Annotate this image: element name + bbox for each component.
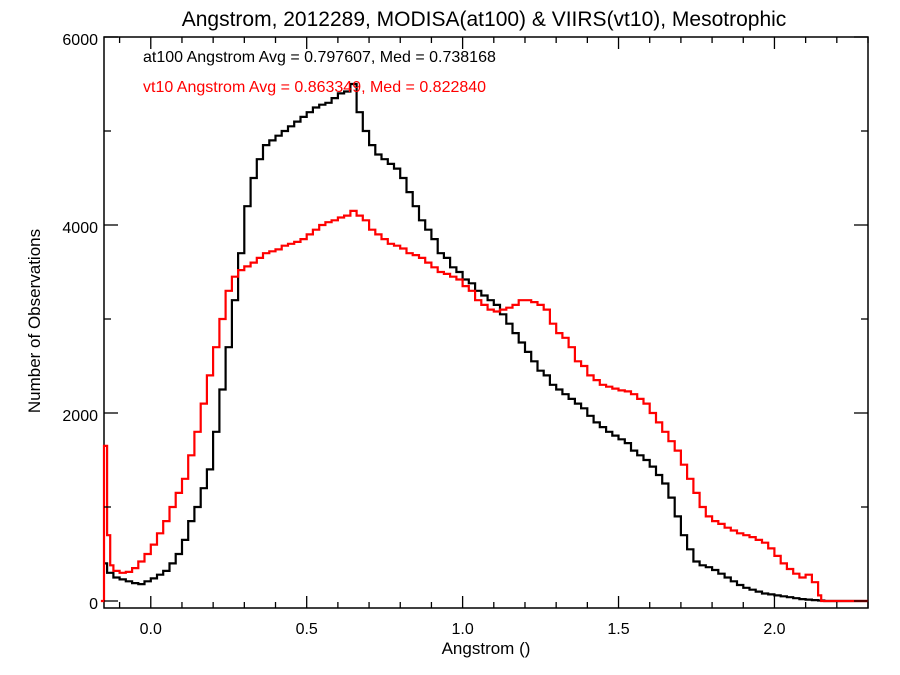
series-line-1 (100, 209, 868, 603)
x-tick-label: 0.0 (140, 621, 162, 638)
y-tick-label: 4000 (62, 220, 98, 237)
x-tick-label: 2.0 (763, 621, 785, 638)
series-line-0 (104, 82, 868, 603)
y-tick-label: 2000 (62, 408, 98, 425)
plot-frame (103, 36, 869, 609)
x-tick-label: 1.5 (607, 621, 629, 638)
axes-layer: 0.0 0.5 1.0 1.5 2.0 0 2000 4000 6000 (62, 32, 869, 638)
x-axis-label: Angstrom () (442, 639, 531, 658)
x-tick-label: 0.5 (296, 621, 318, 638)
x-tick-label: 1.0 (451, 621, 473, 638)
y-tick-label: 0 (89, 596, 98, 613)
series-layer (100, 82, 868, 603)
annotation-at100: at100 Angstrom Avg = 0.797607, Med = 0.7… (143, 49, 496, 66)
annotation-vt10: vt10 Angstrom Avg = 0.863349, Med = 0.82… (143, 79, 486, 96)
y-axis-label: Number of Observations (25, 229, 44, 413)
y-tick-label: 6000 (62, 32, 98, 49)
chart-title: Angstrom, 2012289, MODISA(at100) & VIIRS… (182, 8, 787, 31)
